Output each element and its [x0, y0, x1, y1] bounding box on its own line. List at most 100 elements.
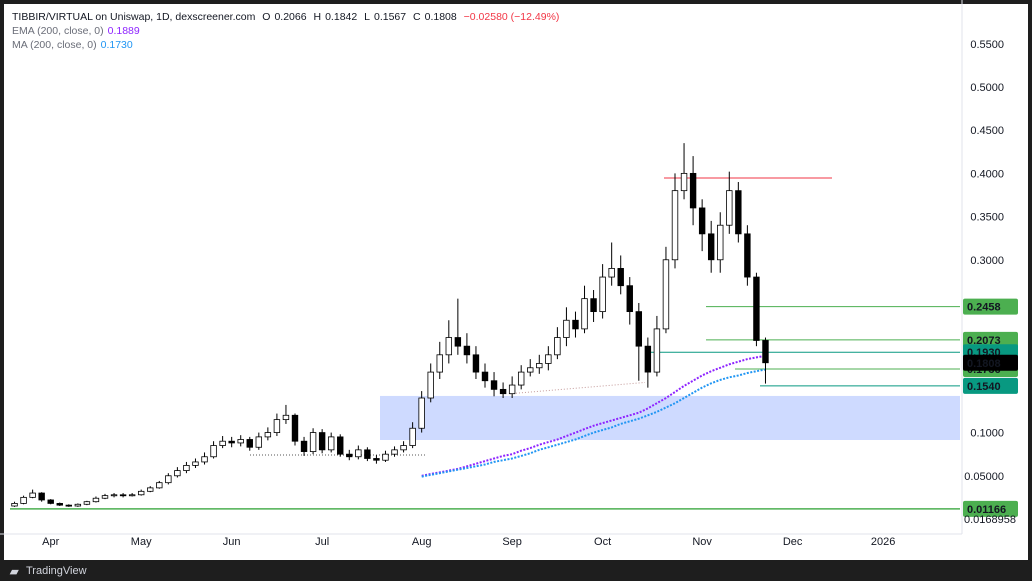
candle-body: [174, 470, 181, 477]
footer: ▰ TradingView: [0, 561, 1032, 581]
x-tick-label: 2026: [871, 536, 895, 548]
candle-body: [92, 497, 100, 503]
level-label-box: [963, 331, 1018, 348]
candle-body: [762, 340, 769, 364]
candle-body: [554, 337, 561, 356]
candle-body: [391, 449, 398, 455]
candle-body: [617, 268, 624, 287]
level-label: 0.2458: [967, 302, 1001, 314]
candle-body: [273, 419, 281, 433]
y-tick-label: 0.4500: [970, 125, 1004, 137]
candle-body: [662, 259, 670, 330]
ohlc-value: 0.2066: [274, 11, 307, 23]
legend-name: MA (200, close, 0): [12, 39, 97, 51]
x-tick-label: Aug: [412, 536, 432, 548]
candle-body: [201, 456, 208, 463]
candle-body: [527, 367, 534, 373]
level-label: 0.01166: [967, 504, 1006, 516]
candle-body: [219, 440, 226, 446]
ohlc-value: 0.1567: [373, 11, 407, 23]
candle-body: [445, 337, 453, 356]
candle-body: [409, 427, 416, 446]
candle-body: [47, 499, 54, 504]
x-tick-label: Sep: [502, 536, 522, 548]
logo: ▰: [10, 566, 19, 578]
last-price-label-box: [963, 354, 1018, 371]
candle-body: [382, 453, 389, 461]
candle-body: [744, 233, 751, 278]
candle-body: [282, 414, 290, 421]
level-label: 0.1540: [967, 381, 1001, 393]
candle-body: [653, 328, 661, 373]
y-tick-label: 0.4000: [970, 168, 1004, 180]
brand: TradingView: [26, 565, 87, 577]
level-label-box: [963, 377, 1018, 394]
candle-body: [246, 439, 253, 448]
price-note: 0.0168958: [964, 514, 1016, 526]
candle-body: [517, 371, 525, 386]
candle-body: [300, 440, 308, 452]
candle-body: [454, 337, 462, 347]
x-tick-label: Nov: [692, 536, 712, 548]
candle-body: [264, 432, 272, 438]
ohlc-value: 0.1842: [325, 11, 358, 23]
candle-body: [11, 503, 18, 507]
y-tick-label: 0.05000: [964, 471, 1004, 483]
candle-body: [29, 492, 36, 498]
candle-body: [717, 224, 724, 261]
level-label-box: [963, 500, 1018, 517]
candle-body: [436, 354, 443, 373]
ohlc-value: 0.1808: [424, 11, 457, 23]
candle-body: [536, 363, 543, 369]
demand-zone: [380, 395, 960, 440]
candle-body: [337, 436, 344, 455]
y-tick-label: 0.3500: [970, 212, 1004, 224]
candle-body: [698, 207, 706, 235]
y-tick-label: 0.5000: [970, 82, 1004, 94]
candle-body: [680, 172, 688, 192]
candle-body: [137, 490, 145, 496]
candle-body: [635, 311, 643, 347]
candle-body: [318, 432, 326, 451]
candle-body: [101, 495, 109, 499]
ma-line: [421, 368, 766, 478]
ohlc-key: H: [313, 11, 322, 23]
legend-main: TIBBIR/VIRTUAL on Uniswap, 1D, dexscreen…: [12, 11, 563, 23]
candle-body: [626, 285, 633, 313]
ohlc-key: O: [262, 11, 271, 23]
candle-body: [147, 487, 154, 492]
x-tick-label: Oct: [594, 536, 611, 548]
candle-body: [735, 190, 742, 235]
change: −0.02580 (−12.49%): [463, 11, 560, 23]
ohlc-key: L: [364, 11, 370, 23]
candle-body: [74, 503, 82, 507]
candle-body: [400, 445, 407, 451]
legend-name: EMA (200, close, 0): [12, 25, 104, 37]
candle-body: [608, 268, 615, 278]
candle-body: [56, 503, 63, 506]
candle-body: [156, 482, 163, 489]
candle-body: [481, 371, 489, 382]
candle-body: [309, 432, 317, 452]
candle-body: [472, 354, 480, 373]
level-label: 0.2073: [967, 335, 1001, 347]
candle-body: [418, 397, 425, 429]
candle-body: [581, 298, 588, 330]
candle-body: [237, 439, 244, 444]
legend-value: 0.1889: [107, 25, 140, 37]
candle-body: [563, 319, 570, 338]
candle-body: [38, 492, 45, 501]
candle-body: [110, 494, 118, 497]
candle-body: [119, 494, 127, 497]
y-tick-label: 0.3000: [970, 255, 1004, 267]
candle-body: [545, 354, 552, 364]
x-tick-label: Jul: [315, 536, 329, 548]
x-tick-label: Jun: [223, 536, 241, 548]
candle-body: [671, 190, 679, 261]
chart-panel: [4, 4, 1028, 560]
candle-body: [210, 445, 217, 458]
legend-value: 0.1730: [100, 39, 133, 51]
candle-body: [291, 414, 299, 442]
candle-body: [726, 190, 733, 226]
ma-line: [421, 354, 766, 477]
